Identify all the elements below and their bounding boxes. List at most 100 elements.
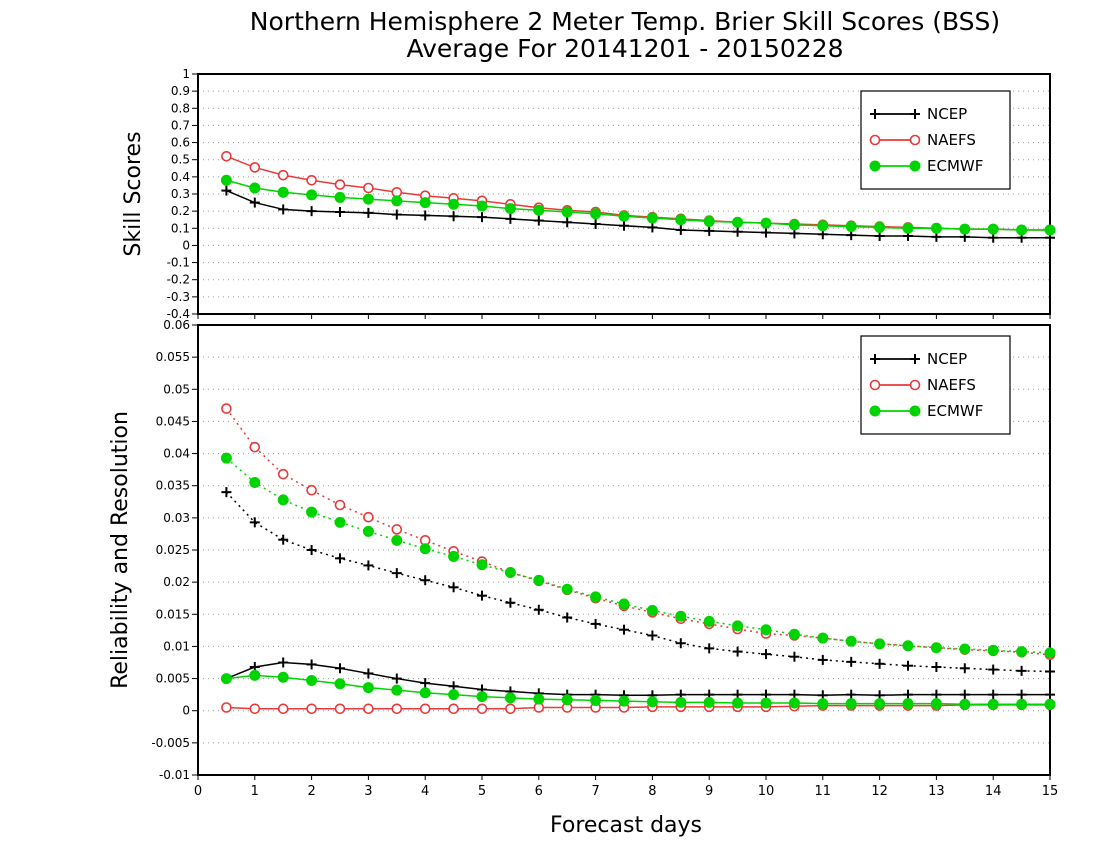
data-point	[504, 567, 516, 578]
data-point	[335, 553, 345, 564]
series-ncep-dotted	[221, 487, 1055, 677]
y-axis: -0.01 -0.005 0 0.005 0.01 0.015 0.02 0.025 0.03 0…	[151, 318, 1051, 782]
series-ecmwf	[220, 174, 1056, 236]
y-tick-label: 0.01	[163, 639, 190, 653]
data-point	[902, 222, 914, 234]
legend-marker	[910, 109, 920, 119]
y-tick-label: 0.4	[171, 170, 190, 184]
y-tick-label: 0.6	[171, 136, 190, 150]
data-point	[391, 703, 403, 715]
legend-marker	[909, 379, 921, 391]
data-point	[788, 628, 800, 640]
data-point	[533, 693, 545, 705]
data-point	[732, 646, 743, 657]
series-naefs	[221, 699, 1056, 715]
data-point	[760, 217, 772, 229]
data-point	[277, 703, 289, 715]
data-point	[930, 222, 942, 234]
data-point	[760, 624, 772, 636]
data-point	[391, 524, 403, 535]
legend-label: ECMWF	[927, 157, 983, 175]
y-tick-label: 0.8	[171, 101, 190, 115]
legend-label: ECMWF	[927, 402, 983, 420]
data-point	[363, 668, 374, 679]
data-point	[760, 697, 772, 709]
data-point	[505, 597, 516, 608]
data-point	[533, 204, 545, 216]
data-point	[363, 511, 374, 523]
data-point	[1044, 647, 1056, 659]
y-tick-label: 0.06	[163, 318, 190, 332]
data-point	[1016, 689, 1027, 700]
x-tick-label: 11	[815, 784, 832, 799]
y-tick-label: 0.04	[163, 447, 190, 461]
data-point	[817, 220, 829, 232]
data-point	[874, 698, 886, 710]
series-ecmwf	[220, 669, 1056, 710]
data-point	[249, 517, 260, 528]
x-axis-title: Forecast days	[550, 813, 702, 838]
x-tick-label: 12	[871, 784, 888, 799]
data-point	[618, 695, 630, 707]
legend-label: NAEFS	[927, 376, 976, 394]
data-point	[1045, 689, 1055, 700]
data-point	[590, 208, 602, 220]
data-point	[391, 209, 402, 220]
legend-item-naefs: NAEFS	[869, 376, 976, 394]
x-tick-label: 1	[251, 784, 259, 799]
legend-marker	[909, 405, 921, 417]
data-point	[845, 221, 857, 233]
data-point	[391, 568, 402, 579]
data-point	[419, 703, 431, 715]
data-point	[362, 682, 374, 694]
data-point	[590, 591, 602, 603]
data-point	[249, 477, 261, 488]
data-point	[675, 696, 687, 708]
data-point	[590, 219, 601, 229]
data-point	[278, 657, 289, 668]
data-point	[249, 441, 261, 453]
data-point	[448, 689, 460, 701]
data-point	[306, 206, 317, 217]
x-tick-label: 14	[985, 784, 1002, 799]
data-point	[476, 703, 488, 715]
data-point	[703, 615, 715, 627]
data-point	[561, 694, 573, 706]
data-point	[476, 200, 488, 212]
data-point	[930, 698, 942, 710]
data-point	[391, 195, 403, 207]
data-point	[846, 689, 857, 700]
data-point	[732, 620, 744, 632]
series-line	[226, 674, 1050, 706]
y-tick-label: -0.2	[167, 273, 190, 287]
data-point	[646, 604, 658, 616]
x-axis: 0 1 2 3 4 5 6 7 8 9 10 11 12 13 14 15	[194, 775, 1058, 799]
y-axis: -0.4 -0.3 -0.2 -0.1 0 0.1 0.2 0.3 0.4 0.5 0.6 0.7 0.…	[167, 67, 1051, 321]
data-point	[1016, 698, 1028, 710]
data-point	[619, 220, 629, 231]
y-axis-title: Skill Scores	[121, 131, 146, 256]
data-point	[704, 225, 715, 236]
x-tick-label: 3	[364, 784, 372, 799]
data-point	[761, 227, 771, 238]
data-point	[562, 612, 573, 623]
data-point	[220, 673, 232, 685]
x-tick-label: 8	[648, 784, 656, 799]
data-point	[448, 211, 459, 222]
data-point	[817, 698, 829, 710]
legend-item-ncep: NCEP	[870, 350, 967, 368]
y-tick-label: 0.03	[163, 511, 190, 525]
data-point	[590, 618, 601, 629]
data-point	[817, 654, 828, 665]
y-tick-label: 0.05	[163, 382, 190, 396]
data-point	[363, 207, 374, 218]
data-point	[732, 697, 744, 709]
legend-marker	[869, 379, 881, 391]
data-point	[306, 189, 318, 201]
legend-marker	[870, 109, 880, 119]
data-point	[306, 174, 317, 186]
data-point	[249, 669, 261, 681]
data-point	[363, 182, 374, 194]
data-point	[874, 638, 886, 650]
data-point	[391, 534, 403, 546]
